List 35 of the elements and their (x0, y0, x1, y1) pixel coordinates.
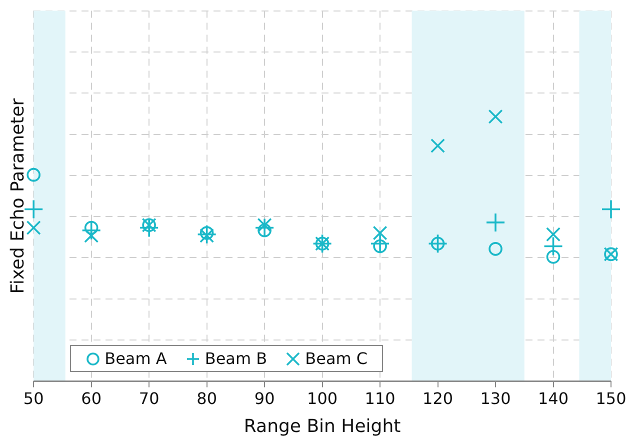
point (546, 227, 561, 242)
point (257, 218, 272, 232)
x-tick-label: 120 (422, 388, 454, 408)
point (200, 228, 214, 243)
point (546, 250, 560, 264)
x-tick-label: 130 (480, 388, 511, 408)
point (26, 220, 41, 236)
point (24, 199, 44, 220)
x-tick-label: 70 (138, 388, 160, 408)
point (430, 138, 446, 153)
x-tick-label: 100 (307, 388, 338, 408)
point (258, 223, 272, 238)
point (486, 212, 506, 232)
x-tick-label: 150 (596, 388, 626, 408)
point (488, 242, 502, 256)
x-tick-label: 110 (364, 388, 396, 408)
x-tick-label: 140 (538, 388, 569, 408)
y-axis-title: Fixed Echo Parameter (7, 98, 28, 294)
legend-label: Beam C (305, 349, 368, 368)
point (543, 236, 564, 256)
point (196, 224, 217, 244)
x-tick-label: 90 (254, 388, 275, 408)
point (372, 226, 388, 240)
point (601, 199, 621, 220)
point (200, 226, 214, 240)
x-tick-label: 80 (196, 388, 217, 408)
legend-label: Beam B (204, 349, 268, 368)
x-axis-title: Range Bin Height (244, 416, 401, 437)
legend-label: Beam A (104, 349, 167, 368)
point (373, 239, 387, 254)
point (488, 109, 503, 124)
point (84, 220, 98, 235)
point (26, 168, 40, 182)
x-tick-label: 50 (23, 388, 44, 408)
x-tick-label: 60 (81, 388, 102, 408)
